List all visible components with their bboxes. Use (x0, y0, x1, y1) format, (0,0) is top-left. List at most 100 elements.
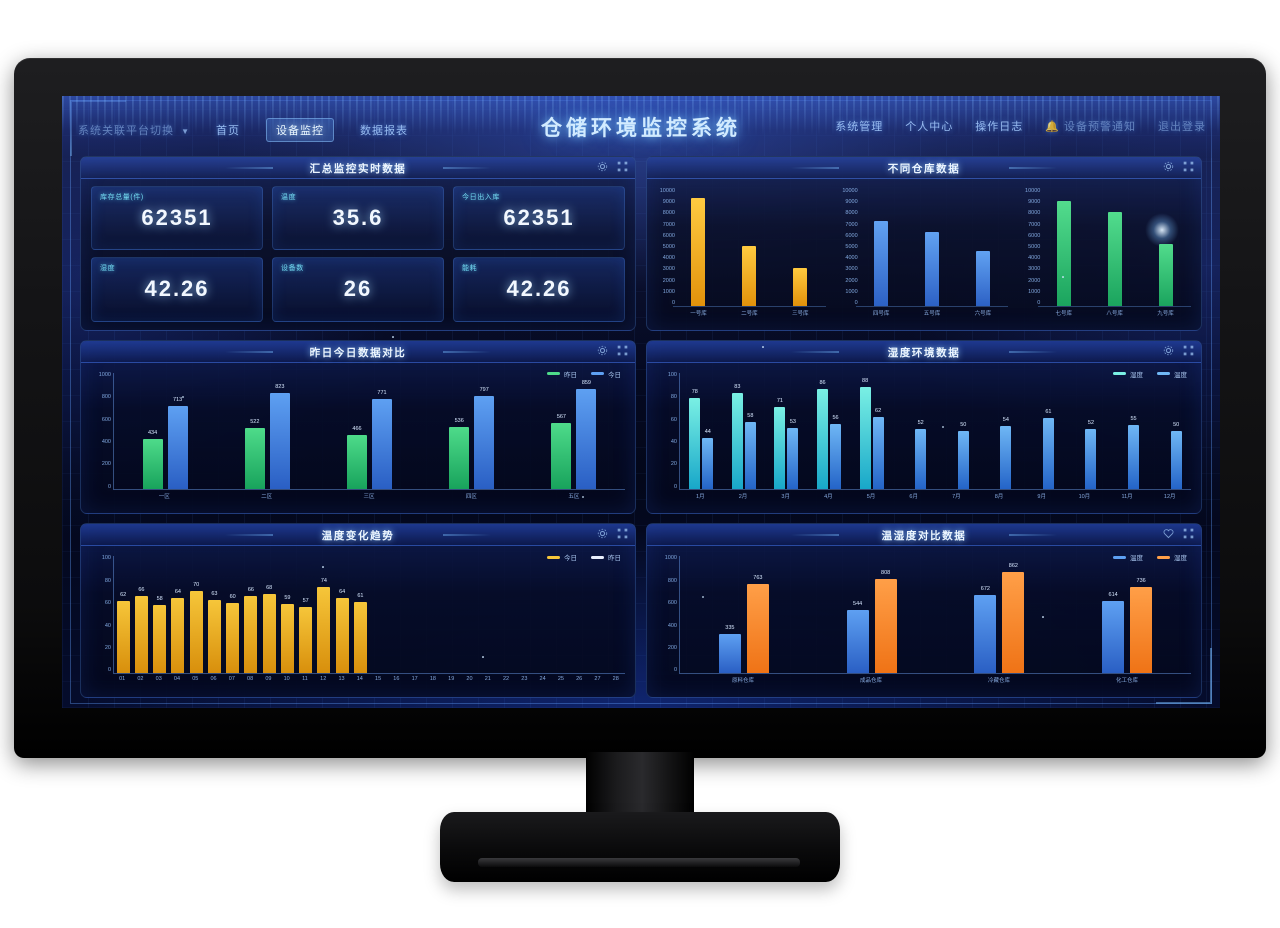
bar[interactable]: 71 (774, 398, 786, 490)
bar[interactable]: 544 (846, 601, 869, 673)
bar[interactable]: 522 (244, 419, 265, 490)
bar[interactable]: 57 (299, 598, 313, 673)
bar[interactable]: 52 (1085, 420, 1097, 490)
kpi-card-inventory[interactable]: 库存总量(件) 62351 (91, 186, 263, 251)
bar[interactable]: 335 (718, 625, 741, 673)
bar-area: 434 713 522 823 466 771 536 797 567 859 (114, 373, 625, 490)
bar[interactable]: 808 (874, 570, 897, 673)
bar[interactable]: 68 (262, 585, 276, 673)
bar[interactable]: 63 (207, 591, 221, 673)
nav-device-monitor[interactable]: 设备监控 (265, 118, 334, 142)
bar[interactable]: 713 (167, 397, 188, 490)
legend-item[interactable]: 今日 (591, 369, 621, 379)
bar[interactable]: 434 (142, 430, 163, 490)
bar[interactable]: 64 (171, 589, 185, 673)
nav-system-admin[interactable]: 系统管理 (835, 121, 884, 133)
bar[interactable] (1107, 212, 1122, 306)
legend-item[interactable]: 湿度 (1113, 369, 1143, 379)
legend-item[interactable]: 昨日 (591, 552, 621, 562)
legend-item[interactable]: 昨日 (547, 369, 577, 379)
bar[interactable]: 86 (817, 380, 829, 490)
bar[interactable] (975, 250, 990, 306)
legend-item[interactable]: 温度 (1113, 552, 1143, 562)
nav-platform-switch[interactable]: 系统关联平台切换 ▼ (78, 122, 190, 138)
bar[interactable]: 64 (335, 589, 349, 673)
gear-icon[interactable] (597, 345, 608, 356)
bar[interactable]: 55 (1128, 416, 1140, 490)
bar[interactable]: 58 (153, 596, 167, 673)
bar[interactable]: 56 (830, 415, 842, 490)
bar[interactable]: 763 (746, 575, 769, 673)
bar[interactable]: 823 (269, 384, 290, 490)
bar[interactable]: 771 (372, 390, 392, 490)
bar[interactable] (874, 220, 889, 306)
bar[interactable]: 74 (317, 578, 331, 673)
bar[interactable]: 859 (576, 380, 597, 490)
bar[interactable]: 66 (134, 587, 148, 673)
legend-item[interactable]: 湿度 (1157, 552, 1187, 562)
bar[interactable]: 797 (474, 387, 495, 490)
bar[interactable] (793, 268, 808, 306)
nav-data-report[interactable]: 数据报表 (359, 125, 408, 137)
bar[interactable]: 50 (1170, 422, 1182, 490)
bar[interactable]: 862 (1002, 563, 1025, 673)
bar[interactable] (742, 246, 757, 306)
bar[interactable]: 53 (787, 419, 799, 490)
y-axis: 10000 9000 8000 7000 6000 5000 4000 3000 2000 100… (651, 188, 675, 307)
bar[interactable]: 70 (189, 582, 203, 673)
bar[interactable]: 536 (449, 418, 470, 490)
nav-alert-notice[interactable]: 🔔 设备预警通知 (1045, 118, 1136, 134)
expand-icon[interactable] (1183, 345, 1194, 356)
heart-icon[interactable] (1163, 528, 1174, 539)
bar[interactable]: 60 (226, 594, 240, 673)
bar[interactable]: 78 (689, 389, 701, 490)
expand-icon[interactable] (617, 161, 628, 172)
x-tick: 10月 (1078, 494, 1091, 501)
bar[interactable]: 62 (116, 592, 130, 673)
bar[interactable] (691, 198, 706, 306)
bar[interactable] (924, 232, 939, 306)
bar[interactable] (1056, 200, 1071, 306)
kpi-card-inout[interactable]: 今日出入库 62351 (453, 186, 625, 251)
legend-item[interactable]: 温度 (1157, 369, 1187, 379)
expand-icon[interactable] (617, 345, 628, 356)
bar[interactable]: 61 (353, 593, 367, 673)
nav-home[interactable]: 首页 (215, 125, 240, 137)
bar[interactable] (1158, 243, 1173, 306)
bar[interactable]: 83 (731, 384, 743, 490)
bar[interactable]: 61 (1042, 409, 1054, 490)
bar[interactable]: 736 (1130, 578, 1153, 673)
y-tick: 0 (671, 300, 675, 307)
gear-icon[interactable] (1163, 161, 1174, 172)
bar[interactable]: 52 (915, 420, 927, 490)
expand-icon[interactable] (617, 528, 628, 539)
nav-logout[interactable]: 退出登录 (1158, 121, 1206, 133)
bar[interactable]: 58 (744, 413, 756, 490)
kpi-card-humidity[interactable]: 湿度 42.26 (91, 257, 263, 322)
nav-operation-log[interactable]: 操作日志 (975, 121, 1024, 133)
bar[interactable]: 66 (244, 587, 258, 673)
bar[interactable]: 50 (957, 422, 969, 490)
bar[interactable]: 672 (974, 586, 997, 673)
gear-icon[interactable] (597, 528, 608, 539)
bar[interactable]: 614 (1102, 592, 1125, 673)
bar[interactable]: 59 (280, 595, 294, 673)
kpi-card-temperature[interactable]: 温度 35.6 (272, 186, 444, 251)
kpi-card-energy[interactable]: 能耗 42.26 (453, 257, 625, 322)
x-tick: 8月 (994, 494, 1004, 501)
expand-icon[interactable] (1183, 528, 1194, 539)
kpi-card-devices[interactable]: 设备数 26 (272, 257, 444, 322)
legend-item[interactable]: 今日 (547, 552, 577, 562)
gear-icon[interactable] (1163, 345, 1174, 356)
gear-icon[interactable] (597, 161, 608, 172)
bar-group (1038, 189, 1089, 306)
bar[interactable]: 88 (859, 378, 871, 490)
nav-user-center[interactable]: 个人中心 (905, 121, 954, 133)
bar[interactable]: 567 (551, 414, 572, 490)
y-tick: 800 (667, 577, 677, 584)
expand-icon[interactable] (1183, 161, 1194, 172)
bar[interactable]: 62 (872, 408, 884, 490)
bar[interactable]: 466 (347, 426, 367, 490)
bar[interactable]: 54 (1000, 417, 1012, 490)
bar[interactable]: 44 (702, 429, 714, 490)
